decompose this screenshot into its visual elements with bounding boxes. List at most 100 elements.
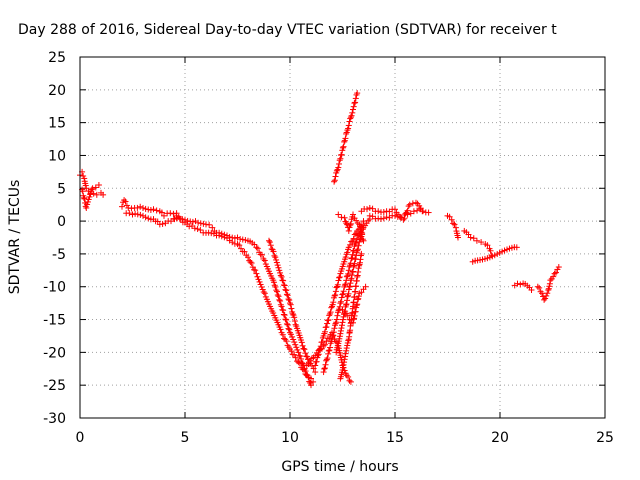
data-point [347,115,354,122]
data-point [333,349,340,356]
data-point [347,114,354,121]
data-point [350,268,356,275]
data-point [284,292,291,299]
data-point [534,283,541,290]
data-point [283,316,290,323]
data-point [514,280,521,287]
data-point [330,332,337,339]
data-point [147,207,154,214]
data-point [342,281,349,288]
data-point [258,284,265,291]
data-point [287,300,293,307]
data-point [313,358,320,365]
data-point [140,212,146,219]
data-point [337,300,344,307]
data-point [455,234,461,241]
data-point [317,343,324,350]
data-point [273,259,280,266]
data-point [283,338,290,345]
data-point [349,109,356,116]
data-point [245,254,251,261]
y-axis-label: SDTVAR / TECUs [7,180,23,295]
data-point [352,288,359,295]
data-point [333,319,340,326]
data-point [380,215,387,222]
data-point [348,112,355,119]
data-point [340,288,347,295]
data-point [341,214,348,221]
data-point [256,278,263,285]
data-point [308,375,314,382]
data-point [132,210,139,217]
data-point [291,314,298,321]
data-point [357,223,363,230]
data-point [270,309,277,316]
y-tick-label: -20 [43,345,66,361]
data-point [122,198,129,205]
y-tick-label: -15 [43,313,66,329]
data-point [354,246,361,253]
data-point [159,220,166,227]
data-point [350,263,357,270]
data-point [338,325,345,332]
data-point [405,203,412,210]
data-point [276,296,283,303]
data-point [292,354,299,361]
data-point [100,191,107,198]
data-point [355,293,362,300]
data-point [280,281,287,288]
data-point [121,197,128,204]
data-point [189,218,196,225]
data-point [369,205,376,212]
data-point [336,333,343,340]
data-point [513,244,520,251]
data-point [352,241,359,248]
data-point [261,257,268,264]
data-point [298,355,305,362]
data-point [348,275,355,282]
data-point [358,289,365,296]
data-point [322,341,328,348]
data-point [255,276,262,283]
data-point [271,252,278,259]
data-point [316,346,323,353]
data-point [293,344,300,351]
data-point [362,283,369,290]
data-point [236,242,243,249]
data-point [301,366,307,373]
data-point [295,359,302,366]
data-point [470,235,477,242]
data-point [345,227,352,234]
data-point [254,273,261,280]
data-point [248,260,255,267]
data-point [298,339,305,346]
data-point [279,331,286,338]
data-point [341,282,348,289]
data-point [344,312,351,319]
data-point [80,194,87,201]
data-point [347,241,353,248]
data-point [351,315,358,322]
data-point [153,207,160,214]
data-point [478,239,485,246]
data-point [221,234,228,241]
data-point [355,295,362,302]
x-tick-label: 25 [596,430,614,446]
data-point [347,220,354,227]
data-point [277,272,284,279]
data-point [350,235,357,242]
data-point [237,236,244,243]
data-point [266,237,272,244]
data-point [142,205,149,212]
data-point [539,290,545,297]
y-tick-label: -10 [43,280,66,296]
y-tick-label: 25 [48,50,66,66]
data-point [140,204,146,211]
data-point [413,199,419,206]
x-tick-label: 15 [386,430,404,446]
y-tick-label: -30 [43,411,66,427]
data-point [484,242,491,249]
data-point [352,99,359,106]
data-point [336,160,342,167]
data-point [150,206,157,213]
